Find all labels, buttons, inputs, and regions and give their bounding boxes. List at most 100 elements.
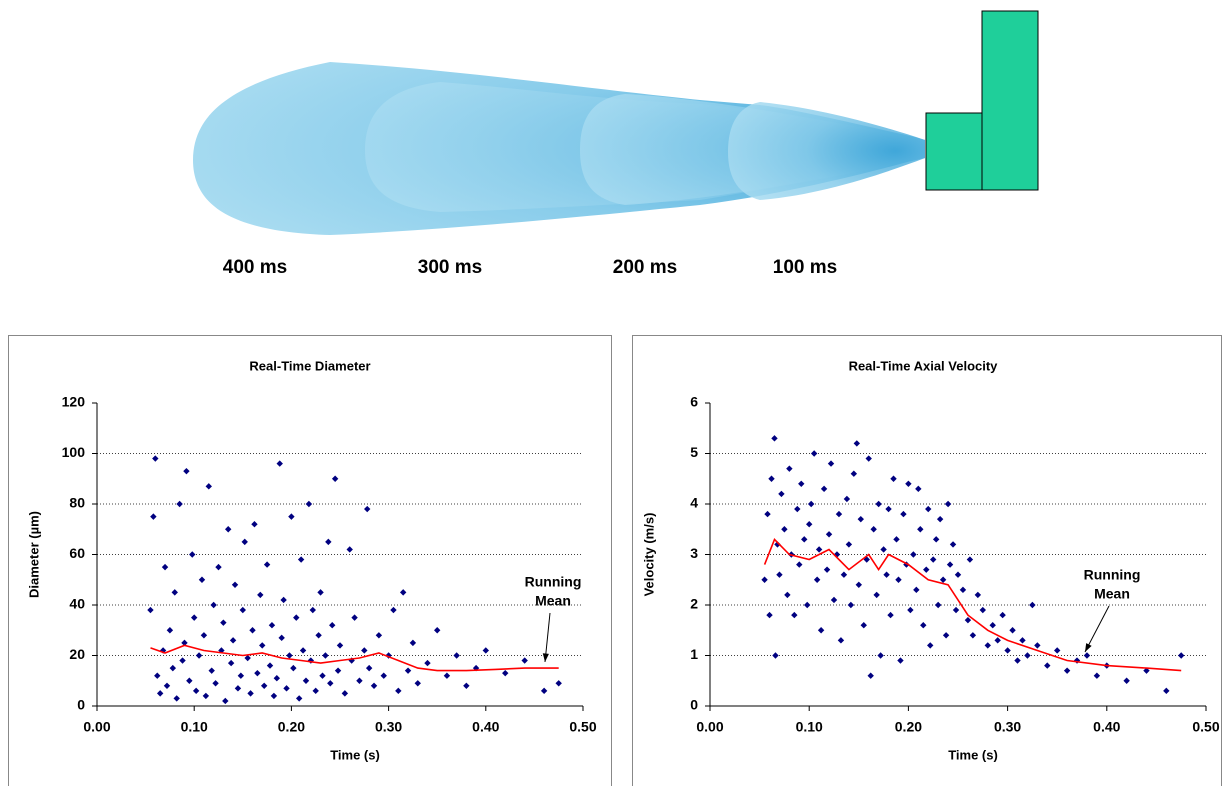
data-point (278, 634, 285, 642)
data-point (453, 652, 460, 659)
x-tick-label: 0.00 (696, 719, 723, 735)
data-point (794, 505, 801, 513)
data-point (220, 619, 227, 626)
data-point (994, 637, 1001, 644)
data-point (319, 672, 326, 679)
data-point (944, 500, 952, 508)
data-point (249, 627, 256, 634)
data-point (764, 510, 771, 518)
data-point (930, 556, 937, 563)
x-tick-label: 0.10 (796, 719, 823, 735)
data-point (276, 460, 283, 467)
y-tick-label: 2 (690, 596, 698, 612)
data-point (897, 657, 904, 664)
data-point (1178, 652, 1185, 659)
data-point (850, 470, 858, 477)
x-tick-label: 0.20 (895, 719, 922, 735)
y-tick-label: 100 (62, 444, 86, 460)
data-point (1044, 662, 1051, 669)
data-point (1163, 687, 1170, 695)
x-tick-label: 0.00 (83, 719, 110, 735)
data-point (424, 659, 431, 667)
data-point (192, 687, 200, 695)
y-tick-label: 1 (690, 646, 698, 662)
data-point (801, 536, 808, 543)
annotation: Mean (1094, 586, 1130, 602)
data-point (949, 541, 957, 548)
y-axis-label: Diameter (µm) (26, 511, 41, 598)
data-point (863, 556, 870, 563)
data-point (370, 682, 378, 689)
data-point (885, 505, 892, 513)
y-tick-label: 60 (69, 545, 85, 561)
data-point (334, 667, 342, 674)
data-point (936, 515, 944, 523)
data-point (857, 515, 864, 523)
data-point (1024, 652, 1031, 659)
data-point (390, 606, 397, 614)
data-point (202, 692, 210, 700)
data-point (964, 616, 972, 624)
data-point (325, 538, 332, 546)
data-point (913, 586, 920, 594)
data-point (895, 576, 902, 583)
annotation-arrowhead (542, 653, 549, 662)
y-tick-label: 40 (69, 596, 85, 612)
data-point (954, 571, 962, 578)
data-point (875, 500, 882, 508)
data-point (351, 614, 358, 621)
data-point (150, 513, 157, 520)
data-point (254, 669, 261, 677)
data-point (181, 639, 188, 647)
data-point (317, 589, 324, 596)
data-point (198, 576, 206, 583)
data-point (443, 672, 451, 679)
data-point (329, 622, 336, 629)
data-point (173, 695, 180, 702)
annotation: Mean (535, 593, 571, 609)
data-point (806, 521, 813, 528)
data-point (774, 541, 781, 548)
data-point (270, 692, 278, 700)
data-point (297, 556, 305, 563)
data-point (463, 682, 470, 689)
data-point (772, 652, 779, 659)
panel-frame (8, 335, 612, 791)
data-point (766, 611, 773, 619)
data-point (823, 566, 831, 573)
x-tick-label: 0.40 (472, 719, 499, 735)
data-point (222, 697, 229, 705)
data-point (837, 637, 845, 644)
x-tick-label: 0.30 (375, 719, 402, 735)
data-point (555, 680, 562, 687)
data-point (825, 531, 833, 538)
annotation: Running (1084, 567, 1141, 583)
annotation: Running (525, 574, 582, 590)
data-point (989, 622, 996, 629)
data-point (163, 682, 171, 689)
data-point (482, 647, 489, 654)
data-point (154, 672, 161, 679)
data-point (817, 627, 825, 634)
data-point (786, 465, 793, 472)
data-point (227, 659, 235, 667)
data-point (813, 576, 821, 583)
spray-illustration: 400 ms 300 ms 200 ms 100 ms (193, 10, 1039, 278)
data-point (395, 687, 402, 695)
data-point (273, 675, 281, 682)
data-point (375, 632, 383, 639)
data-point (540, 687, 548, 695)
data-point (183, 467, 190, 475)
nozzle-tower (981, 10, 1039, 191)
x-axis-label: Time (s) (948, 747, 998, 762)
data-point (887, 611, 894, 619)
data-point (820, 485, 828, 493)
data-point (880, 546, 887, 553)
data-point (195, 652, 203, 659)
data-point (327, 680, 334, 687)
time-label: 300 ms (418, 257, 482, 278)
data-point (1004, 647, 1011, 654)
time-label: 100 ms (773, 257, 837, 278)
data-point (807, 500, 815, 508)
data-point (434, 627, 441, 634)
